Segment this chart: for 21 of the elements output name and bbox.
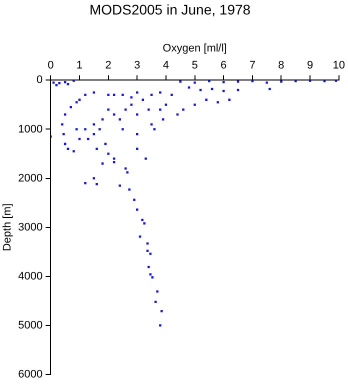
x-axis-title: Oxygen [ml/l] [162,42,227,54]
x-tick-label: 10 [332,60,346,72]
y-axis-title: Depth [m] [2,203,14,252]
x-tick-label: 7 [249,60,256,72]
x-tick-label: 6 [220,60,227,72]
x-tick-label: 2 [105,60,112,72]
y-tick-label: 5000 [18,319,43,332]
x-tick-label: 9 [307,60,314,72]
x-tick-label: 1 [76,60,83,72]
y-tick-label: 1000 [18,123,43,136]
y-tick-label: 3000 [18,221,43,234]
x-tick-label: 5 [192,60,198,72]
x-tick-label: 0 [48,60,54,72]
x-tick-label: 4 [162,60,170,72]
y-tick-label: 0 [36,74,43,86]
chart-title: MODS2005 in June, 1978 [89,1,251,18]
y-tick-label: 4000 [18,270,43,282]
y-tick-label: 2000 [18,172,43,184]
x-tick-label: 8 [278,60,284,72]
x-tick-label: 3 [134,60,140,72]
y-tick-label: 6000 [18,368,43,380]
